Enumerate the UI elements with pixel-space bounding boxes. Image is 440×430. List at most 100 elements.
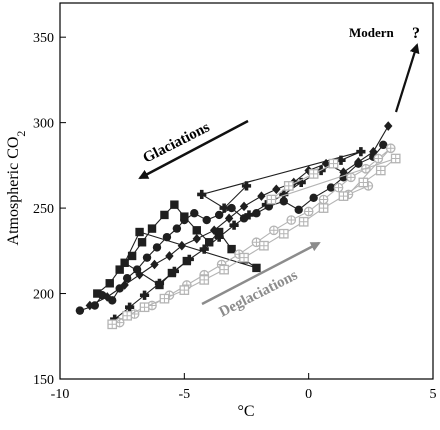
data-point	[135, 269, 144, 280]
data-point	[279, 197, 288, 206]
data-point-inner	[339, 191, 348, 201]
data-point	[125, 302, 135, 312]
data-point	[224, 213, 234, 224]
data-point-inner	[319, 203, 328, 213]
data-point	[120, 258, 129, 267]
data-point	[384, 121, 393, 131]
data-point	[105, 279, 114, 288]
data-point	[229, 220, 239, 230]
data-point-inner	[284, 181, 293, 191]
data-point	[209, 225, 219, 236]
data-point	[150, 259, 159, 270]
data-point	[192, 234, 201, 244]
data-point	[205, 238, 214, 247]
series-cross	[110, 147, 366, 324]
data-point-inner	[334, 183, 343, 192]
data-point	[147, 224, 157, 233]
data-point-inner	[140, 303, 149, 312]
data-point-inner	[219, 265, 229, 274]
y-axis-title-subscript: 2	[14, 131, 28, 137]
data-point	[85, 300, 95, 311]
modern-label: Modern	[349, 25, 395, 40]
data-point	[326, 183, 336, 192]
y-tick-label: 350	[33, 31, 54, 46]
data-point	[214, 210, 224, 220]
data-point-inner	[346, 173, 356, 182]
data-point	[199, 244, 209, 254]
data-point	[289, 177, 298, 188]
data-point	[354, 157, 363, 167]
data-point-inner	[359, 178, 368, 187]
deglaciations-arrow	[201, 241, 321, 306]
data-point	[127, 251, 137, 261]
data-point-inner	[239, 253, 249, 262]
data-point	[336, 155, 346, 165]
ticks: -10 -5 0 5 150 200 250 300 350	[33, 31, 437, 402]
data-point	[227, 244, 236, 254]
data-point	[90, 301, 100, 310]
data-point-inner	[329, 159, 338, 168]
data-point	[227, 203, 236, 213]
data-point-inner	[374, 154, 383, 163]
data-point-inner	[122, 311, 132, 320]
data-point	[214, 232, 224, 242]
data-point	[244, 210, 254, 220]
data-point-inner	[269, 226, 279, 235]
data-point	[152, 243, 162, 252]
data-point-inner	[376, 166, 385, 175]
plot-frame	[59, 2, 434, 380]
data-point	[110, 314, 120, 324]
data-point-inner	[391, 154, 400, 163]
data-point	[177, 240, 187, 251]
x-tick-label: -10	[51, 387, 70, 402]
data-point	[219, 203, 229, 213]
data-point	[93, 289, 102, 298]
data-point	[137, 238, 147, 247]
data-point	[202, 215, 211, 225]
y-tick-label: 200	[33, 288, 54, 303]
data-point	[169, 266, 179, 276]
data-point	[214, 227, 224, 237]
data-point-inner	[160, 294, 169, 303]
data-point-inner	[108, 320, 117, 329]
series-diamond	[85, 121, 393, 311]
x-tick-label: 5	[430, 387, 437, 402]
data-point	[115, 265, 124, 274]
data-point-inner	[267, 195, 276, 204]
data-point	[160, 210, 169, 220]
data-point	[135, 227, 144, 237]
data-point	[120, 280, 129, 290]
series-line	[89, 125, 389, 307]
y-tick-label: 300	[33, 117, 54, 132]
series-open-square	[107, 153, 401, 330]
data-point	[139, 290, 150, 300]
data-point	[257, 191, 266, 201]
data-point	[122, 273, 132, 283]
data-point	[75, 306, 85, 315]
y-axis-title: Atmospheric CO2	[5, 131, 28, 246]
data-point	[142, 253, 152, 262]
y-tick-label: 150	[33, 373, 54, 388]
data-point	[369, 146, 378, 157]
y-axis-title-main: Atmospheric CO	[5, 137, 22, 246]
data-point	[261, 200, 271, 210]
data-point	[192, 226, 201, 235]
data-point	[294, 205, 303, 214]
data-point	[252, 209, 261, 218]
data-point-inner	[299, 217, 308, 226]
data-point	[165, 251, 174, 261]
data-point	[103, 292, 112, 302]
data-point	[272, 184, 281, 195]
data-point	[197, 189, 207, 200]
question-mark: ?	[412, 25, 420, 42]
data-point	[252, 263, 261, 273]
data-point	[180, 212, 189, 221]
data-point	[154, 278, 165, 288]
x-tick-label: 0	[305, 387, 312, 402]
data-point-inner	[200, 275, 209, 285]
data-point	[190, 209, 199, 218]
axis-titles: °C Atmospheric CO2	[5, 131, 255, 420]
data-series	[75, 121, 401, 330]
data-point	[239, 201, 249, 212]
